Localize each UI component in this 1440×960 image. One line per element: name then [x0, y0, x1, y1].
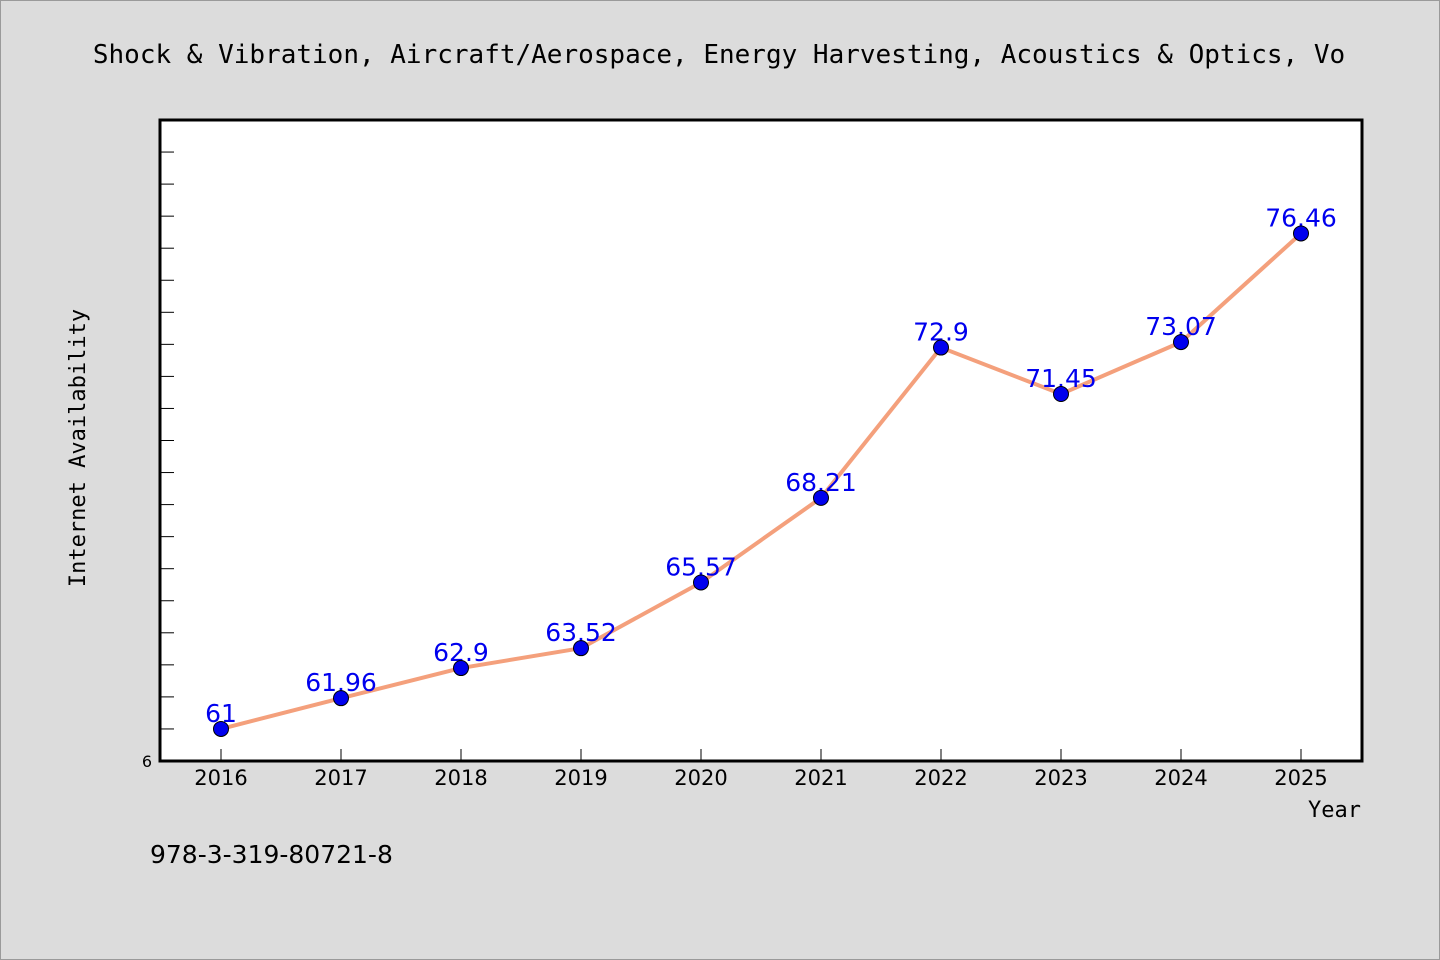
x-tick-label: 2023 — [1034, 766, 1087, 790]
x-tick-label: 2022 — [914, 766, 967, 790]
data-point — [1053, 386, 1069, 403]
data-point — [573, 640, 589, 657]
x-tick-label: 2017 — [314, 766, 367, 790]
series-markers — [213, 225, 1309, 737]
x-tick-labels: 2016 2017 2018 2019 2020 2021 2022 2023 2024 2025 — [194, 766, 1327, 790]
x-tick-label: 2020 — [674, 766, 727, 790]
x-tick-label: 2016 — [194, 766, 247, 790]
data-point — [1173, 334, 1189, 351]
data-point — [213, 720, 229, 737]
y-axis-ticks — [160, 151, 174, 730]
x-axis-label: Year — [1308, 798, 1361, 823]
data-point — [933, 339, 949, 356]
x-tick-label: 2024 — [1154, 766, 1207, 790]
x-axis-ticks — [220, 749, 1302, 761]
x-tick-label: 2019 — [554, 766, 607, 790]
y-tick-label: 6 — [142, 752, 152, 771]
y-axis-label: Internet Availability — [66, 309, 91, 587]
x-tick-label: 2025 — [1274, 766, 1327, 790]
data-point — [693, 574, 709, 591]
x-tick-label: 2018 — [434, 766, 487, 790]
chart-title: Shock & Vibration, Aircraft/Aerospace, E… — [93, 40, 1345, 70]
data-point — [453, 660, 469, 677]
footnote: 978-3-319-80721-8 — [150, 840, 393, 869]
series-line — [220, 231, 1303, 731]
data-point — [813, 489, 829, 506]
data-point — [1293, 225, 1309, 242]
plot-area — [158, 118, 1364, 763]
x-tick-label: 2021 — [794, 766, 847, 790]
series-line-group — [220, 231, 1303, 731]
data-point — [333, 690, 349, 707]
